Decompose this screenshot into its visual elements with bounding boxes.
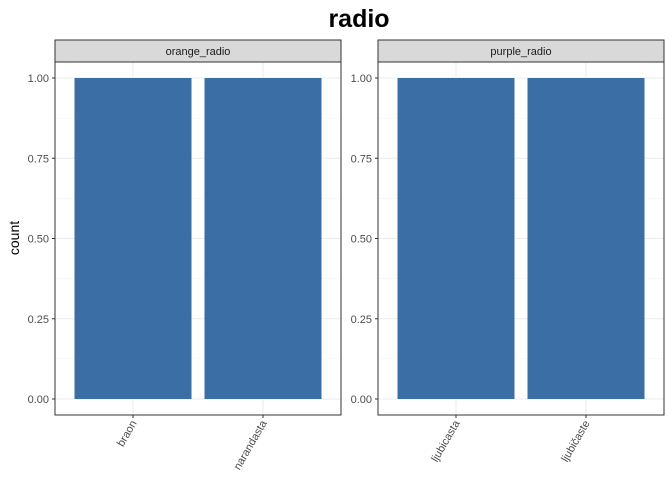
facet-strip-label: purple_radio xyxy=(490,46,551,58)
y-tick-label: 0.50 xyxy=(351,234,372,246)
bar-ljubičaste xyxy=(527,78,645,399)
y-tick-label: 0.75 xyxy=(28,153,49,165)
facet-strip-label: orange_radio xyxy=(166,46,231,58)
y-tick-label: 0.25 xyxy=(351,314,372,326)
y-axis-label: count xyxy=(6,221,22,255)
bar-braon xyxy=(74,78,192,399)
bar-narandasta xyxy=(204,78,322,399)
y-tick-label: 0.50 xyxy=(28,234,49,246)
bar-ljubicasta xyxy=(397,78,515,399)
panel-orange_radio: 0.00 0.25 0.50 0.75 1.00 braon narandasta orang… xyxy=(28,39,342,472)
panel-purple_radio: 0.00 0.25 0.50 0.75 1.00 ljubicasta ljubičaste… xyxy=(351,39,665,465)
y-tick-label: 0.25 xyxy=(28,314,49,326)
panels: 0.00 0.25 0.50 0.75 1.00 braon narandasta orang… xyxy=(28,39,665,472)
y-tick-label: 1.00 xyxy=(351,73,372,85)
y-tick-label: 1.00 xyxy=(28,73,49,85)
y-tick-label: 0.00 xyxy=(28,394,49,406)
chart-title: radio xyxy=(328,5,389,33)
facet-strip xyxy=(377,39,665,63)
facet-strip xyxy=(54,39,342,63)
x-tick-label: narandasta xyxy=(232,418,270,472)
y-tick-label: 0.00 xyxy=(351,394,372,406)
x-tick-label: braon xyxy=(115,419,139,449)
x-tick-label: ljubicasta xyxy=(429,418,463,464)
y-tick-label: 0.75 xyxy=(351,153,372,165)
x-tick-label: ljubičaste xyxy=(559,419,592,465)
